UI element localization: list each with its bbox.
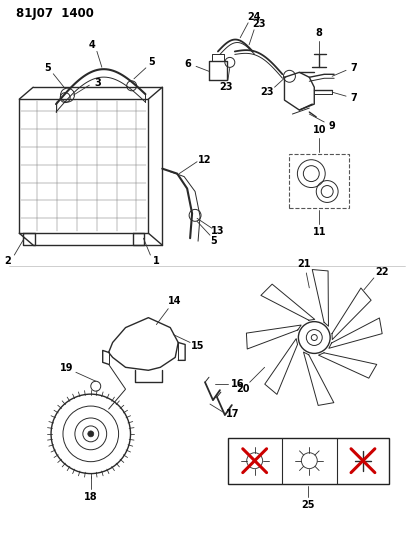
Text: 25: 25 — [301, 500, 314, 511]
Text: 8: 8 — [315, 28, 322, 38]
Text: 20: 20 — [235, 384, 249, 394]
Text: 1: 1 — [152, 256, 159, 266]
Text: 7: 7 — [350, 63, 356, 74]
Text: 14: 14 — [167, 296, 180, 306]
Bar — [289, 154, 348, 208]
Text: 23: 23 — [252, 19, 265, 29]
Text: 13: 13 — [211, 226, 224, 236]
Text: 11: 11 — [312, 227, 325, 237]
Text: 19: 19 — [60, 364, 74, 373]
Text: 5: 5 — [210, 236, 217, 246]
Text: 23: 23 — [259, 87, 273, 97]
Circle shape — [88, 431, 93, 437]
Text: 18: 18 — [84, 492, 97, 503]
Text: 10: 10 — [312, 125, 325, 135]
Text: 16: 16 — [230, 379, 244, 389]
Text: 7: 7 — [350, 93, 356, 103]
Text: 4: 4 — [88, 41, 95, 51]
Text: 21: 21 — [297, 259, 310, 269]
Text: 3: 3 — [94, 78, 100, 88]
Text: 5: 5 — [148, 57, 155, 67]
Text: 2: 2 — [4, 256, 11, 266]
Text: 15: 15 — [191, 342, 204, 351]
Text: 5: 5 — [44, 63, 50, 73]
Text: 23: 23 — [218, 82, 232, 92]
Text: 24: 24 — [247, 12, 260, 22]
Text: 12: 12 — [198, 155, 211, 165]
Text: 9: 9 — [328, 121, 335, 131]
Text: 17: 17 — [225, 409, 239, 419]
Text: 81J07  1400: 81J07 1400 — [16, 7, 94, 20]
Bar — [227, 438, 388, 483]
Text: 6: 6 — [184, 59, 191, 69]
Text: 22: 22 — [374, 267, 388, 277]
